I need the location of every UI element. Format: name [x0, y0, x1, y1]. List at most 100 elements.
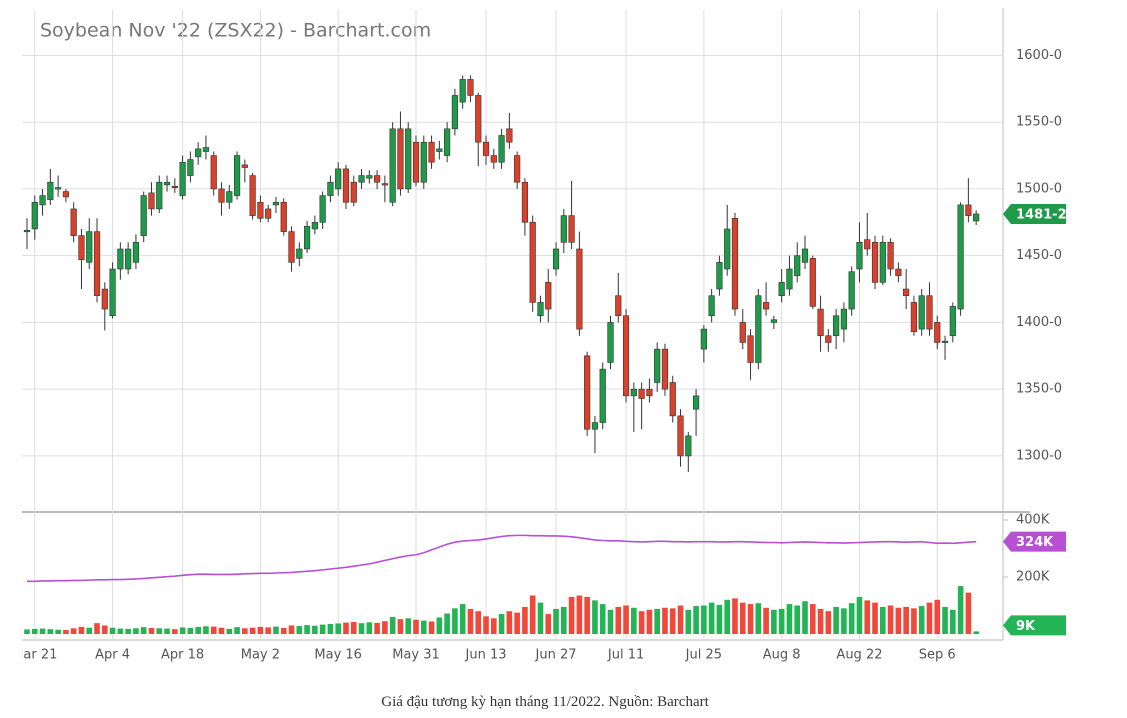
volume-bar [444, 613, 450, 634]
candle-body [319, 195, 326, 223]
candle-body [825, 335, 832, 343]
volume-bar [109, 627, 116, 634]
volume-bar [615, 606, 622, 634]
volume-bar [631, 607, 637, 634]
candle-body [195, 148, 202, 158]
candle-body [444, 128, 451, 156]
x-tick-label: Apr 18 [161, 648, 204, 663]
candle-body [412, 141, 420, 183]
volume-bar [226, 628, 233, 634]
volume-bar [78, 626, 85, 634]
volume-bar [950, 609, 956, 634]
candle-body [941, 340, 949, 343]
volume-bar [242, 628, 248, 634]
candle-body [459, 79, 466, 103]
candle-body [226, 191, 233, 203]
candle-body [848, 271, 855, 310]
chart-title: Soybean Nov '22 (ZSX22) - Barchart.com [40, 20, 431, 42]
candle-body [218, 188, 225, 203]
candle-body [366, 175, 373, 179]
volume-bar [234, 627, 240, 634]
candle-body [879, 242, 886, 283]
candle-body [303, 225, 311, 250]
candle-body [692, 395, 700, 410]
volume-bar [786, 604, 793, 634]
volume-bar [576, 595, 583, 634]
volume-bar [125, 628, 131, 634]
candle-body [864, 239, 871, 250]
candle-body [607, 322, 614, 363]
candle-body [86, 231, 93, 263]
candle-body [786, 268, 793, 290]
candle-body [552, 248, 560, 270]
candle-body [327, 181, 334, 196]
volume-bar [654, 608, 660, 634]
x-tick-label: Jun 27 [535, 648, 577, 663]
candle-body [467, 79, 474, 96]
volume-bar [716, 604, 723, 634]
candle-body [490, 155, 497, 163]
candle-body [257, 201, 264, 219]
x-tick-label: Jun 13 [465, 648, 507, 663]
candle-body [934, 322, 941, 343]
x-tick-label: Aug 22 [836, 648, 882, 663]
candle-body [957, 204, 964, 310]
axes: 1300-0 1350-0 1400-0 1450-0 1500-0 1550-0 1600… [1003, 48, 1067, 636]
candle-body [342, 168, 350, 203]
volume-tick-label: 400K [1016, 512, 1050, 527]
candle-body [646, 388, 653, 397]
volume-bar [693, 606, 699, 634]
candle-body [482, 141, 490, 156]
candle-body [801, 248, 809, 263]
volume-bar [638, 611, 645, 634]
volume-bar [343, 622, 349, 634]
volume-bar [31, 628, 38, 634]
volume-bar [895, 607, 902, 634]
volume-bar [973, 631, 979, 634]
volume-bar [561, 606, 567, 634]
candle-body [622, 315, 630, 397]
volume-bar [389, 616, 396, 634]
candle-body [669, 382, 676, 417]
candle-body [910, 302, 918, 333]
candle-body [545, 282, 552, 310]
volume-bar [288, 625, 295, 634]
volume-bar [63, 630, 69, 634]
volume-bar [592, 600, 598, 634]
candle-body [918, 295, 925, 330]
volume-bar [802, 601, 808, 634]
x-tick-label: Apr 4 [95, 648, 130, 663]
y-tick-label: 1600-0 [1016, 48, 1062, 63]
candle-body [926, 295, 933, 330]
volume-bar [327, 624, 334, 634]
volume-bar [522, 606, 528, 634]
volume-bar [529, 595, 536, 634]
candle-body [817, 308, 824, 337]
volume-bar [366, 622, 373, 634]
volume-bar [841, 608, 847, 634]
candle-body [654, 348, 661, 383]
volume-tick-label: 200K [1016, 569, 1050, 584]
candle-body [233, 155, 241, 196]
open-interest-line [27, 534, 977, 583]
volume-bar [599, 604, 606, 634]
volume-bar [94, 623, 100, 634]
candle-body [949, 306, 956, 337]
candle-body [101, 288, 108, 310]
volume-bar [755, 603, 762, 634]
volume-bar [918, 606, 925, 634]
volume-bar [452, 608, 458, 634]
volume-bar [257, 626, 264, 634]
candle-body [70, 208, 77, 236]
volume-bar [887, 605, 894, 634]
volume-bar [568, 596, 575, 634]
volume-bar [335, 623, 341, 634]
candle-body [249, 175, 256, 216]
candle-body [335, 168, 342, 190]
volume-bar [210, 626, 217, 634]
plot: Mar 21 Apr 4 Apr 18 May 2 May 16 May 31 Jun 13… [22, 10, 1003, 663]
volume-bar [491, 618, 497, 634]
volume-bar [296, 626, 303, 634]
candle-body [140, 195, 147, 236]
last-value-label: 9K [1016, 619, 1036, 634]
